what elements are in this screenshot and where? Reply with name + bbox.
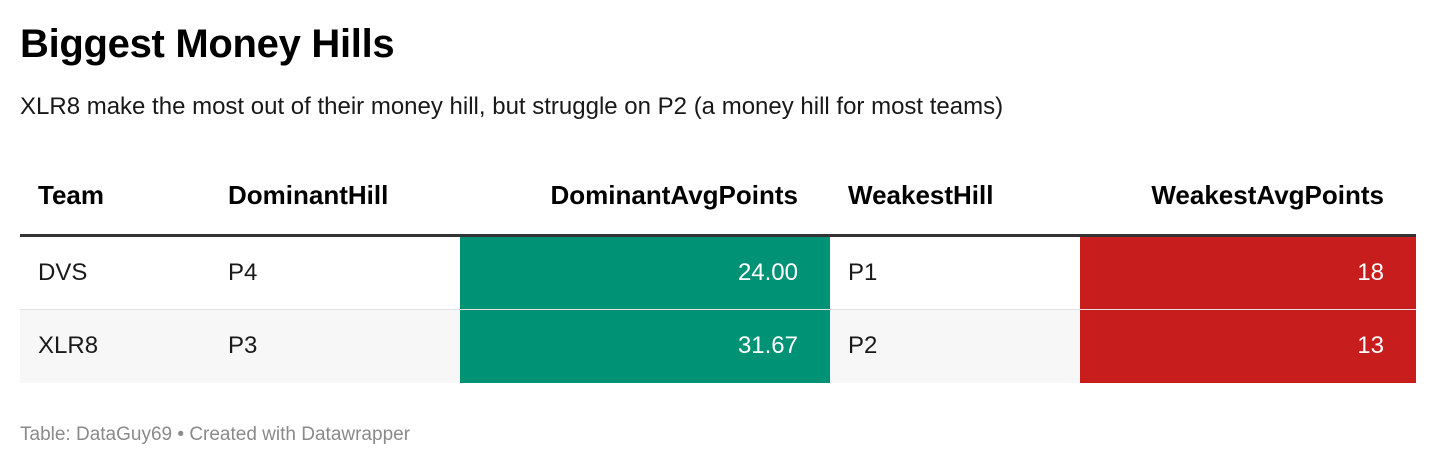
datawrapper-credit-link[interactable]: Created with Datawrapper (189, 424, 411, 445)
chart-title: Biggest Money Hills (20, 22, 395, 66)
cell-weakest-hill: P1 (830, 235, 1080, 310)
column-header-dominant-avg-points[interactable]: DominantAvgPoints (460, 157, 830, 237)
cell-team: XLR8 (20, 309, 210, 383)
column-header-weakest-avg-points[interactable]: WeakestAvgPoints (1080, 157, 1416, 237)
column-header-weakest-hill[interactable]: WeakestHill (830, 157, 1080, 237)
header-row: Team DominantHill DominantAvgPoints Weak… (20, 157, 1416, 237)
column-header-dominant-hill[interactable]: DominantHill (210, 157, 460, 237)
cell-team: DVS (20, 235, 210, 310)
cell-dominant-hill: P4 (210, 235, 460, 310)
cell-dominant-avg-points: 24.00 (460, 235, 830, 310)
source-label: Table: DataGuy69 (20, 424, 173, 445)
cell-dominant-avg-points: 31.67 (460, 309, 830, 383)
column-header-team[interactable]: Team (20, 157, 210, 237)
chart-footer: Table: DataGuy69 • Created with Datawrap… (20, 424, 410, 446)
cell-weakest-avg-points: 13 (1080, 309, 1416, 383)
data-table: Team DominantHill DominantAvgPoints Weak… (20, 157, 1416, 383)
table-row: XLR8 P3 31.67 P2 13 (20, 309, 1416, 383)
chart-subtitle: XLR8 make the most out of their money hi… (20, 93, 1004, 120)
cell-weakest-hill: P2 (830, 309, 1080, 383)
table-row: DVS P4 24.00 P1 18 (20, 235, 1416, 310)
footer-separator: • (177, 424, 185, 445)
cell-dominant-hill: P3 (210, 309, 460, 383)
cell-weakest-avg-points: 18 (1080, 235, 1416, 310)
